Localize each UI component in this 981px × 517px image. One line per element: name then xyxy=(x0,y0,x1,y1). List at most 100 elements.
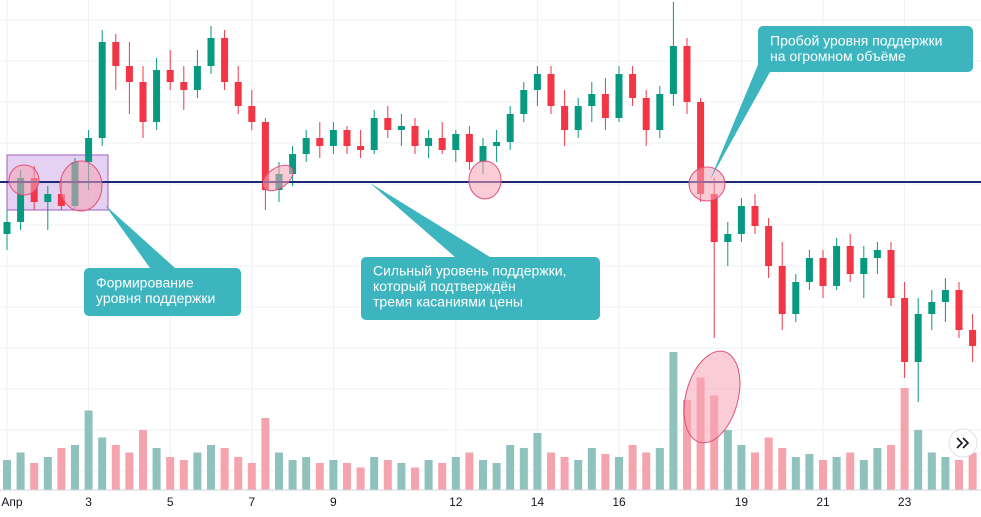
volume-bar xyxy=(574,460,583,490)
volume-bar xyxy=(710,395,719,490)
volume-bar xyxy=(859,460,868,490)
candle-body xyxy=(751,206,759,226)
callout-box xyxy=(84,268,241,316)
x-tick-label: 5 xyxy=(167,495,174,509)
candle-body xyxy=(57,194,65,206)
volume-bar xyxy=(288,460,297,490)
volume-bar xyxy=(193,452,202,490)
candle-body xyxy=(792,282,800,314)
volume-bar xyxy=(438,463,447,490)
volume-bar xyxy=(166,457,175,490)
candle-body xyxy=(248,106,256,122)
candle-body xyxy=(819,258,827,286)
volume-bar xyxy=(914,430,923,490)
candle-body xyxy=(343,130,351,146)
volume-bar xyxy=(547,452,555,490)
volume-bar xyxy=(683,400,691,490)
candle-body xyxy=(329,130,337,146)
volume-bar xyxy=(560,457,569,490)
callout-text: Пробой уровня поддержки xyxy=(770,33,942,49)
candle-body xyxy=(98,42,106,138)
x-tick-label: 3 xyxy=(85,495,92,509)
volume-bar xyxy=(139,430,147,490)
volume-bar xyxy=(16,452,25,490)
volume-bar xyxy=(587,448,596,490)
volume-bar xyxy=(234,457,243,490)
candle-body xyxy=(629,74,637,98)
candle-body xyxy=(547,74,555,106)
volume-bar xyxy=(356,467,365,490)
volume-bar xyxy=(152,448,161,490)
candle-body xyxy=(860,258,868,274)
candle-body xyxy=(615,74,623,118)
volume-ellipse xyxy=(683,350,741,444)
volume-bar xyxy=(778,448,787,490)
x-tick-label: 14 xyxy=(531,495,545,509)
x-tick-label: 12 xyxy=(449,495,463,509)
candle-body xyxy=(452,134,460,150)
volume-bar xyxy=(519,448,528,490)
candle-body xyxy=(438,138,446,150)
callout-box xyxy=(758,26,973,72)
candle-body xyxy=(44,194,52,202)
volume-bar xyxy=(628,445,637,490)
callout-text: Формирование xyxy=(96,275,194,291)
candle-body xyxy=(207,38,215,66)
candle-body xyxy=(683,46,691,102)
volume-bar xyxy=(315,463,324,490)
volume-bar xyxy=(941,457,950,490)
x-tick-label: 21 xyxy=(816,495,830,509)
volume-bar xyxy=(900,388,909,490)
volume-bar xyxy=(71,445,79,490)
volume-bar xyxy=(57,448,66,490)
candle-body xyxy=(601,94,609,118)
candle-body xyxy=(180,82,188,90)
candle-body xyxy=(411,126,419,146)
callout-text: который подтверждён xyxy=(373,278,516,294)
volume-bar xyxy=(737,445,746,490)
candle-body xyxy=(901,298,909,362)
volume-bar xyxy=(111,445,120,490)
volume-bar xyxy=(424,460,433,490)
touch-ellipse xyxy=(262,164,294,192)
candle-body xyxy=(302,138,310,154)
volume-bar xyxy=(601,454,610,490)
candle-body xyxy=(765,226,773,266)
candle-body xyxy=(289,154,297,174)
volume-bar xyxy=(220,448,229,490)
volume-bar xyxy=(370,457,379,490)
volume-bar xyxy=(465,452,474,490)
candle-body xyxy=(234,82,242,106)
x-tick-label: 7 xyxy=(248,495,255,509)
x-tick-label: Апр xyxy=(1,495,23,509)
candle-body xyxy=(873,250,881,258)
candle-body xyxy=(561,106,569,130)
callout-box xyxy=(361,257,600,320)
candle-body xyxy=(697,102,705,194)
volume-bar xyxy=(179,460,188,490)
volume-bar xyxy=(84,410,93,490)
callout-text: тремя касаниями цены xyxy=(373,294,523,310)
candle-body xyxy=(139,82,147,122)
candle-body xyxy=(85,138,93,162)
candle-body xyxy=(887,250,895,298)
scroll-button[interactable] xyxy=(948,428,978,458)
volume-bar xyxy=(751,452,759,490)
candle-body xyxy=(520,90,528,114)
x-tick-label: 9 xyxy=(330,495,337,509)
volume-bar xyxy=(383,460,392,490)
volume-bar xyxy=(302,457,311,490)
candle-body xyxy=(574,106,582,130)
volume-bar xyxy=(329,460,338,490)
candle-body xyxy=(397,126,405,130)
volume-bar xyxy=(30,463,39,490)
volume-bar xyxy=(846,452,855,490)
candle-body xyxy=(479,146,487,162)
callout-text: уровня поддержки xyxy=(96,290,215,306)
candle-body xyxy=(17,178,25,222)
volume-bar xyxy=(411,467,419,490)
volume-bar xyxy=(275,452,283,490)
candle-body xyxy=(370,118,378,150)
volume-bar xyxy=(3,460,11,490)
